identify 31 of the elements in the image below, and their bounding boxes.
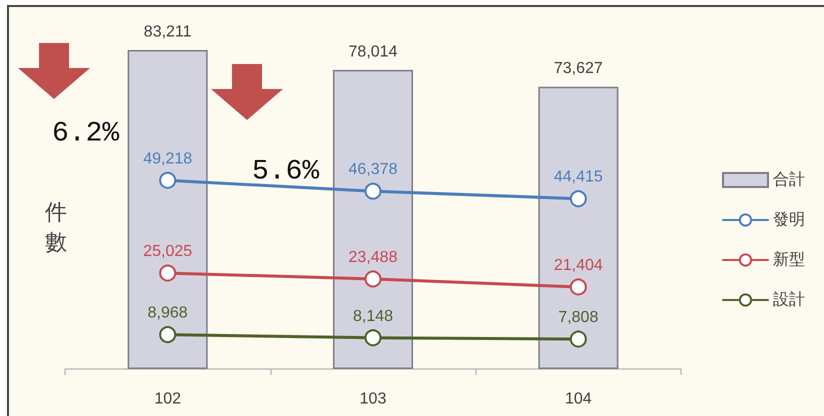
data-label: 25,025 — [143, 243, 192, 260]
point — [159, 326, 176, 344]
data-label: 44,415 — [554, 168, 603, 186]
point — [570, 278, 587, 296]
annotation: 6.2% — [52, 118, 120, 150]
data-label: 78,014 — [348, 43, 398, 60]
legend-label: 新型 — [773, 250, 805, 268]
annotation: 5.6% — [252, 156, 320, 188]
legend-label: 發明 — [773, 212, 805, 228]
point — [570, 330, 587, 348]
x-tick-label: 104 — [564, 390, 592, 408]
point — [570, 190, 587, 208]
x-tick-label: 103 — [360, 390, 386, 408]
data-label: 21,404 — [554, 256, 603, 274]
data-label: 46,378 — [348, 161, 398, 178]
x-tick-label: 102 — [154, 390, 182, 408]
data-label: 23,488 — [348, 248, 398, 266]
data-label: 49,218 — [143, 150, 192, 168]
point — [364, 270, 382, 288]
data-label: 7,808 — [558, 309, 598, 326]
point — [364, 329, 382, 346]
point — [364, 182, 382, 200]
legend-label: 合計 — [773, 170, 805, 188]
point — [159, 264, 176, 282]
legend-label: 設計 — [773, 290, 805, 308]
data-label: 8,148 — [352, 308, 394, 325]
data-label: 8,968 — [148, 304, 188, 322]
point — [159, 172, 176, 189]
y-axis-title: 件數 — [45, 200, 67, 254]
data-label: 73,627 — [554, 60, 603, 78]
data-label: 83,211 — [144, 24, 192, 40]
